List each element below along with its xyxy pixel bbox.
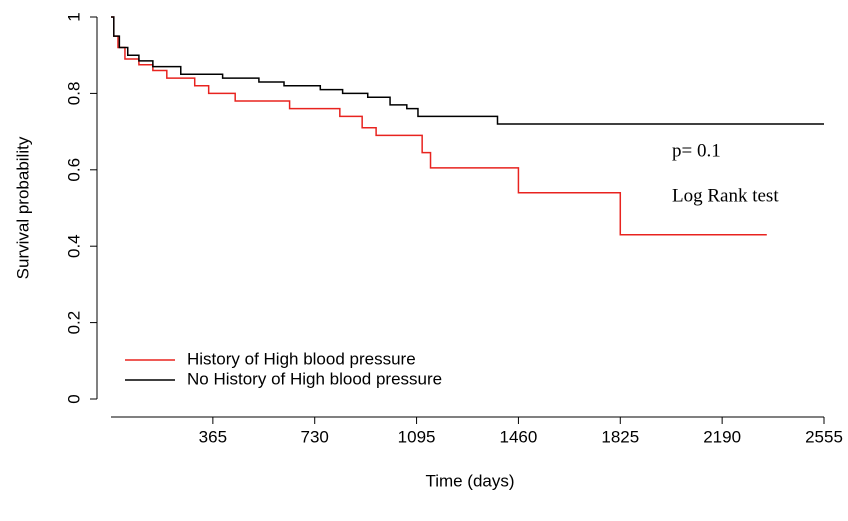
y-tick-label: 0.2 xyxy=(64,311,83,335)
legend-label: History of High blood pressure xyxy=(187,349,416,368)
y-tick-label: 0.6 xyxy=(64,158,83,182)
x-tick-label: 1095 xyxy=(398,427,436,446)
survival-curve xyxy=(111,16,767,236)
y-axis-label: Survival probability xyxy=(13,136,32,279)
y-tick-label: 0.4 xyxy=(64,234,83,258)
x-tick-label: 365 xyxy=(199,427,227,446)
x-tick-label: 730 xyxy=(301,427,329,446)
y-tick-label: 0 xyxy=(64,394,83,403)
x-tick-label: 1460 xyxy=(500,427,538,446)
annotation: p= 0.1 xyxy=(672,140,721,161)
annotation: Log Rank test xyxy=(672,185,779,206)
x-axis-label: Time (days) xyxy=(425,471,514,490)
y-tick-label: 0.8 xyxy=(64,82,83,106)
y-tick-label: 1 xyxy=(64,12,83,21)
legend-label: No History of High blood pressure xyxy=(187,369,442,388)
x-tick-label: 2555 xyxy=(805,427,843,446)
x-tick-label: 2190 xyxy=(703,427,741,446)
x-tick-label: 1825 xyxy=(601,427,639,446)
survival-curve xyxy=(111,16,824,125)
